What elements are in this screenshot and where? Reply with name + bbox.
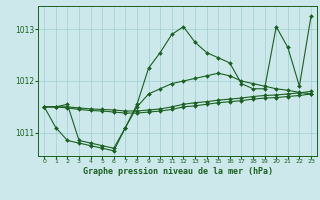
X-axis label: Graphe pression niveau de la mer (hPa): Graphe pression niveau de la mer (hPa) [83, 167, 273, 176]
